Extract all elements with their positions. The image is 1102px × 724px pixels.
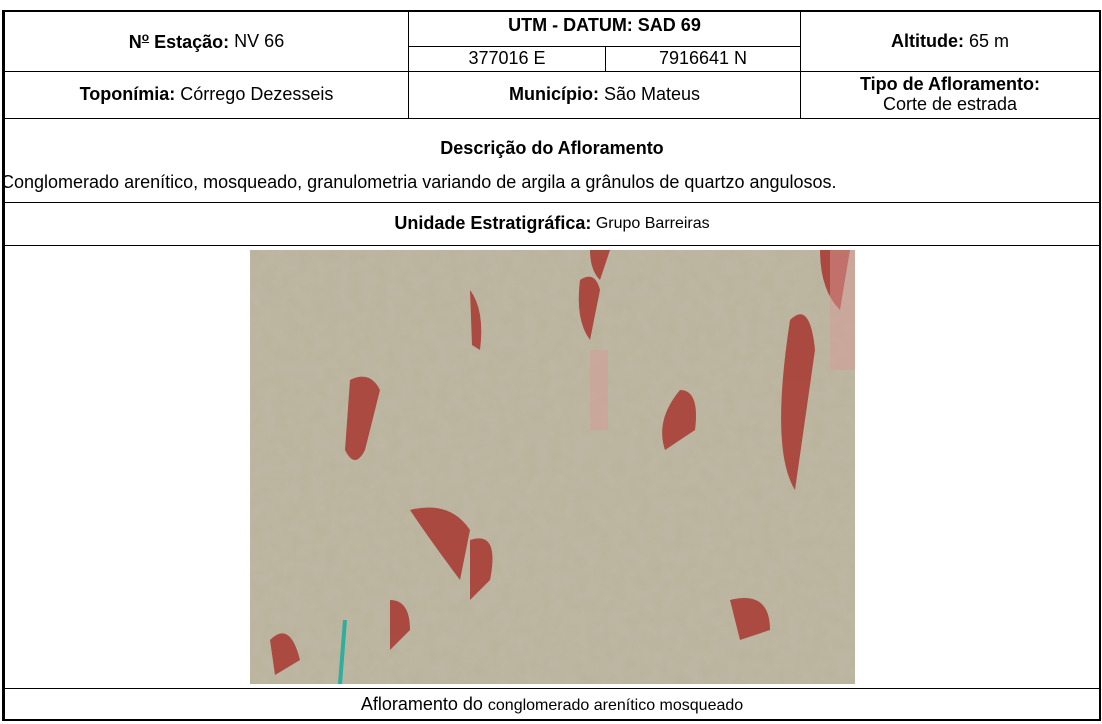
municipio-cell: Município: São Mateus (408, 71, 801, 119)
unidade-label: Unidade Estratigráfica: (394, 213, 592, 234)
utm-northing: 7916641 N (658, 48, 748, 69)
utm-title: UTM - DATUM: SAD 69 (508, 15, 701, 35)
station-label-prefix: N (128, 31, 142, 52)
unidade-value: Grupo Barreiras (591, 215, 710, 233)
utm-title-cell: UTM - DATUM: SAD 69 (408, 10, 801, 47)
altitude-value: 65 m (963, 30, 1009, 51)
utm-northing-cell: 7916641 N (605, 46, 801, 72)
station-label: No Estação: (128, 29, 230, 53)
toponimia-value: Córrego Dezesseis (175, 84, 334, 105)
station-label-text: Estação: (149, 31, 230, 52)
caption-part1: Afloramento do (360, 694, 488, 714)
tipo-cell: Tipo de Afloramento: Corte de estrada (800, 71, 1101, 119)
caption-cell: Afloramento do conglomerado arenítico mo… (2, 688, 1101, 721)
altitude-label: Altitude: (890, 30, 964, 51)
station-cell: No Estação: NV 66 (2, 10, 409, 72)
descricao-title: Descrição do Afloramento (440, 138, 664, 158)
tipo-value: Corte de estrada (882, 94, 1018, 114)
altitude-cell: Altitude: 65 m (800, 10, 1101, 72)
station-label-sup: o (141, 29, 150, 44)
descricao-cell: Descrição do Afloramento Conglomerado ar… (1, 118, 1101, 203)
caption-part2: conglomerado arenítico mosqueado (487, 697, 744, 714)
tipo-label: Tipo de Afloramento: (860, 74, 1040, 95)
photo-cell (2, 245, 1101, 689)
station-value: NV 66 (229, 30, 285, 51)
descricao-text: Conglomerado arenítico, mosqueado, granu… (1, 171, 837, 192)
utm-easting-cell: 377016 E (408, 46, 606, 72)
municipio-label: Município: (508, 84, 599, 105)
toponimia-cell: Toponímia: Córrego Dezesseis (2, 71, 409, 119)
toponimia-label: Toponímia: (79, 84, 176, 105)
municipio-value: São Mateus (598, 84, 701, 105)
utm-easting: 377016 E (468, 48, 546, 69)
outcrop-photo (249, 250, 855, 684)
unidade-cell: Unidade Estratigráfica: Grupo Barreiras (2, 202, 1101, 246)
